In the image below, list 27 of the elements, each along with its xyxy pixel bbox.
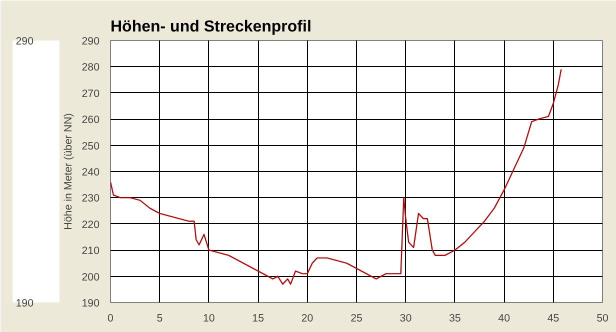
y-axis-title: Höhe in Meter (über NN) xyxy=(62,113,75,230)
y-tick-label: 260 xyxy=(82,114,100,126)
x-tick-label: 0 xyxy=(108,312,114,324)
x-tick-label: 45 xyxy=(547,312,560,324)
x-tick-label: 40 xyxy=(498,312,510,324)
y-tick-label: 190 xyxy=(82,298,100,310)
y-tick-label: 240 xyxy=(82,166,100,178)
y-tick-label: 230 xyxy=(82,192,100,205)
x-tick-label: 15 xyxy=(252,312,264,324)
chart-title: Höhen- und Streckenprofil xyxy=(110,18,312,36)
x-tick-label: 5 xyxy=(156,312,163,324)
y-tick-label: 250 xyxy=(82,140,100,152)
y-tick-label: 220 xyxy=(82,218,100,231)
x-tick-label: 10 xyxy=(202,312,215,324)
x-tick-label: 35 xyxy=(448,312,461,324)
y-tick-label: 200 xyxy=(82,271,100,284)
x-tick-label: 30 xyxy=(400,312,412,324)
text: 290 xyxy=(16,36,34,48)
y-tick-label: 270 xyxy=(82,88,100,100)
line-series xyxy=(110,68,562,285)
y-tick-label: 210 xyxy=(82,245,100,258)
y-tick-label: 290 xyxy=(82,36,100,48)
x-tick-label: 20 xyxy=(301,312,314,324)
x-tick-label: 50 xyxy=(596,312,608,324)
x-tick-label: 25 xyxy=(350,312,362,324)
y-tick-label: 280 xyxy=(82,62,100,74)
text: 190 xyxy=(16,298,34,310)
